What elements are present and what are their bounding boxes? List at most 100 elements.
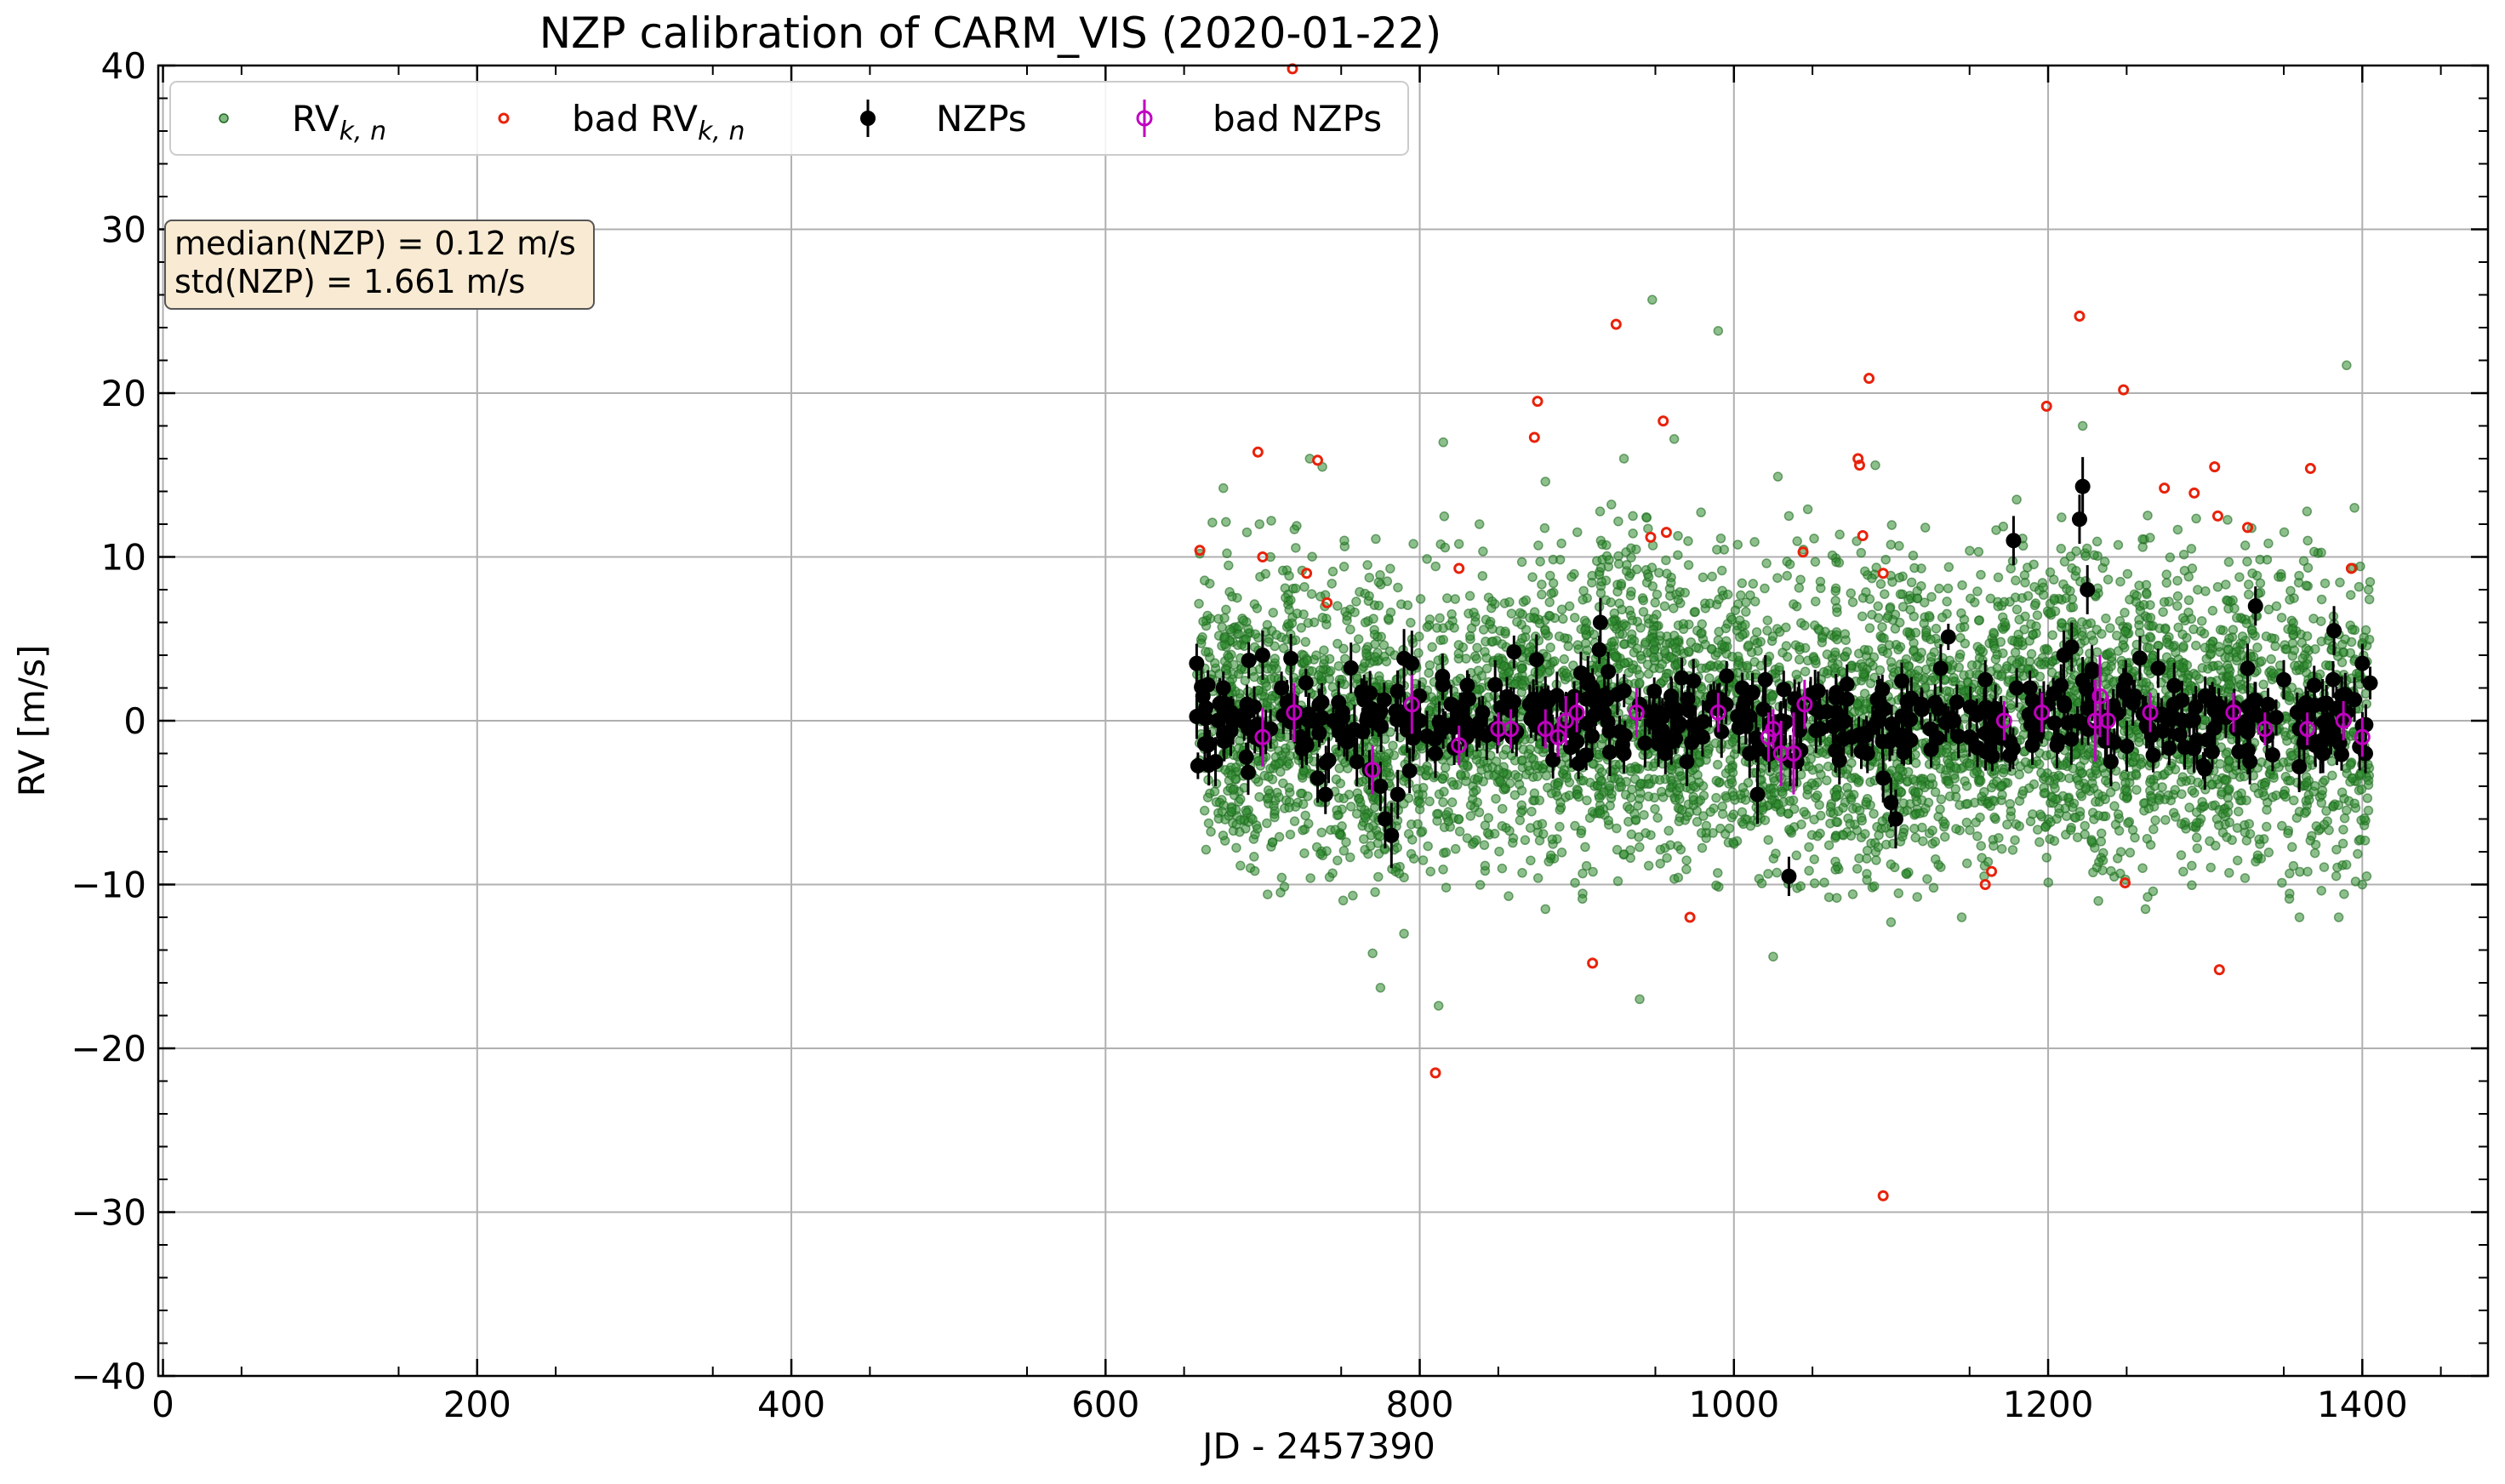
rv-point — [1363, 822, 1374, 833]
rv-point — [1441, 593, 1452, 603]
rv-point — [1380, 751, 1390, 762]
rv-point — [1627, 663, 1638, 674]
rv-point — [1482, 828, 1493, 838]
rv-point — [1795, 574, 1806, 585]
rv-point — [1791, 669, 1801, 680]
rv-point — [1794, 583, 1805, 593]
rv-point — [1303, 618, 1314, 628]
rv-point — [1394, 868, 1405, 879]
rv-point — [1458, 760, 1469, 770]
rv-point — [1976, 841, 1987, 851]
rv-point — [1595, 808, 1606, 819]
rv-point — [1714, 626, 1724, 637]
rv-point — [1439, 786, 1449, 797]
rv-point — [2148, 886, 2159, 897]
rv-point — [1989, 690, 2000, 700]
rv-point — [2099, 556, 2110, 567]
rv-point — [1337, 821, 1347, 831]
rv-point — [1772, 573, 1783, 583]
rv-point — [1673, 531, 1683, 541]
rv-point — [1558, 614, 1568, 625]
rv-point — [1944, 791, 1955, 802]
rv-point — [1832, 634, 1842, 645]
rv-point — [1732, 539, 1743, 550]
rv-point — [1935, 804, 1945, 814]
rv-point — [2067, 802, 2078, 813]
rv-point — [1991, 525, 2001, 535]
rv-point — [1857, 815, 1868, 826]
rv-point — [1556, 848, 1567, 858]
rv-point — [1516, 663, 1527, 674]
rv-point — [1370, 887, 1380, 898]
rv-point — [1695, 795, 1706, 806]
rv-point — [1912, 892, 1922, 902]
rv-point — [2145, 533, 2155, 543]
rv-point — [1504, 891, 1514, 901]
rv-point — [1430, 561, 1441, 572]
rv-point — [1711, 880, 1721, 891]
rv-point — [2045, 775, 2055, 786]
rv-point — [1298, 766, 1310, 776]
rv-point — [1455, 769, 1466, 779]
rv-point — [1885, 603, 1895, 614]
rv-point — [1375, 831, 1385, 842]
rv-point — [1931, 623, 1942, 634]
rv-point — [2114, 616, 2126, 626]
rv-point — [1298, 609, 1309, 619]
rv-point — [1653, 568, 1664, 578]
rv-point — [1633, 801, 1643, 811]
rv-point — [1426, 692, 1437, 702]
rv-point — [1681, 855, 1692, 865]
rv-point — [1478, 625, 1489, 635]
rv-point — [2053, 770, 2064, 781]
rv-point — [1289, 816, 1300, 826]
rv-point — [2215, 647, 2225, 657]
rv-point — [1221, 517, 1231, 528]
rv-point — [1712, 545, 1722, 555]
rv-point — [1626, 792, 1636, 803]
rv-point — [2123, 726, 2133, 736]
rv-point — [1493, 764, 1504, 775]
rv-point — [1663, 825, 1674, 836]
rv-point — [1201, 844, 1212, 855]
rv-point — [2086, 836, 2097, 847]
rv-point — [1435, 613, 1445, 624]
rv-point — [1253, 685, 1264, 696]
rv-point — [1517, 633, 1527, 644]
rv-point — [1453, 640, 1464, 650]
rv-point — [1368, 614, 1378, 624]
rv-point — [2010, 835, 2020, 846]
rv-point — [1696, 663, 1707, 674]
rv-point — [1643, 523, 1653, 534]
rv-point — [2196, 616, 2207, 626]
rv-point — [1885, 828, 1896, 839]
rv-point — [2043, 877, 2054, 888]
rv-point — [2080, 551, 2091, 562]
rv-point — [2192, 843, 2203, 853]
rv-point — [2114, 825, 2125, 836]
rv-point — [1450, 843, 1461, 854]
rv-point — [1867, 573, 1877, 584]
rv-point — [1954, 662, 1965, 673]
rv-point — [1270, 654, 1281, 664]
rv-point — [1727, 768, 1738, 778]
rv-point — [1408, 853, 1419, 864]
rv-point — [2140, 634, 2150, 645]
rv-point — [1311, 650, 1321, 660]
rv-point — [2071, 545, 2081, 556]
rv-point — [1800, 666, 1811, 676]
rv-point — [1517, 679, 1527, 689]
rv-point — [1928, 882, 1939, 893]
rv-point — [1893, 644, 1903, 655]
rv-point — [2019, 624, 2029, 635]
rv-point — [1926, 676, 1937, 686]
rv-point — [1275, 767, 1286, 777]
rv-point — [1569, 613, 1580, 623]
rv-point — [2154, 795, 2165, 805]
rv-point — [1916, 780, 1926, 791]
rv-point — [1576, 828, 1586, 839]
rv-point — [1469, 787, 1479, 798]
rv-point — [1265, 763, 1275, 773]
rv-point — [1582, 795, 1592, 806]
rv-point — [1230, 762, 1241, 773]
